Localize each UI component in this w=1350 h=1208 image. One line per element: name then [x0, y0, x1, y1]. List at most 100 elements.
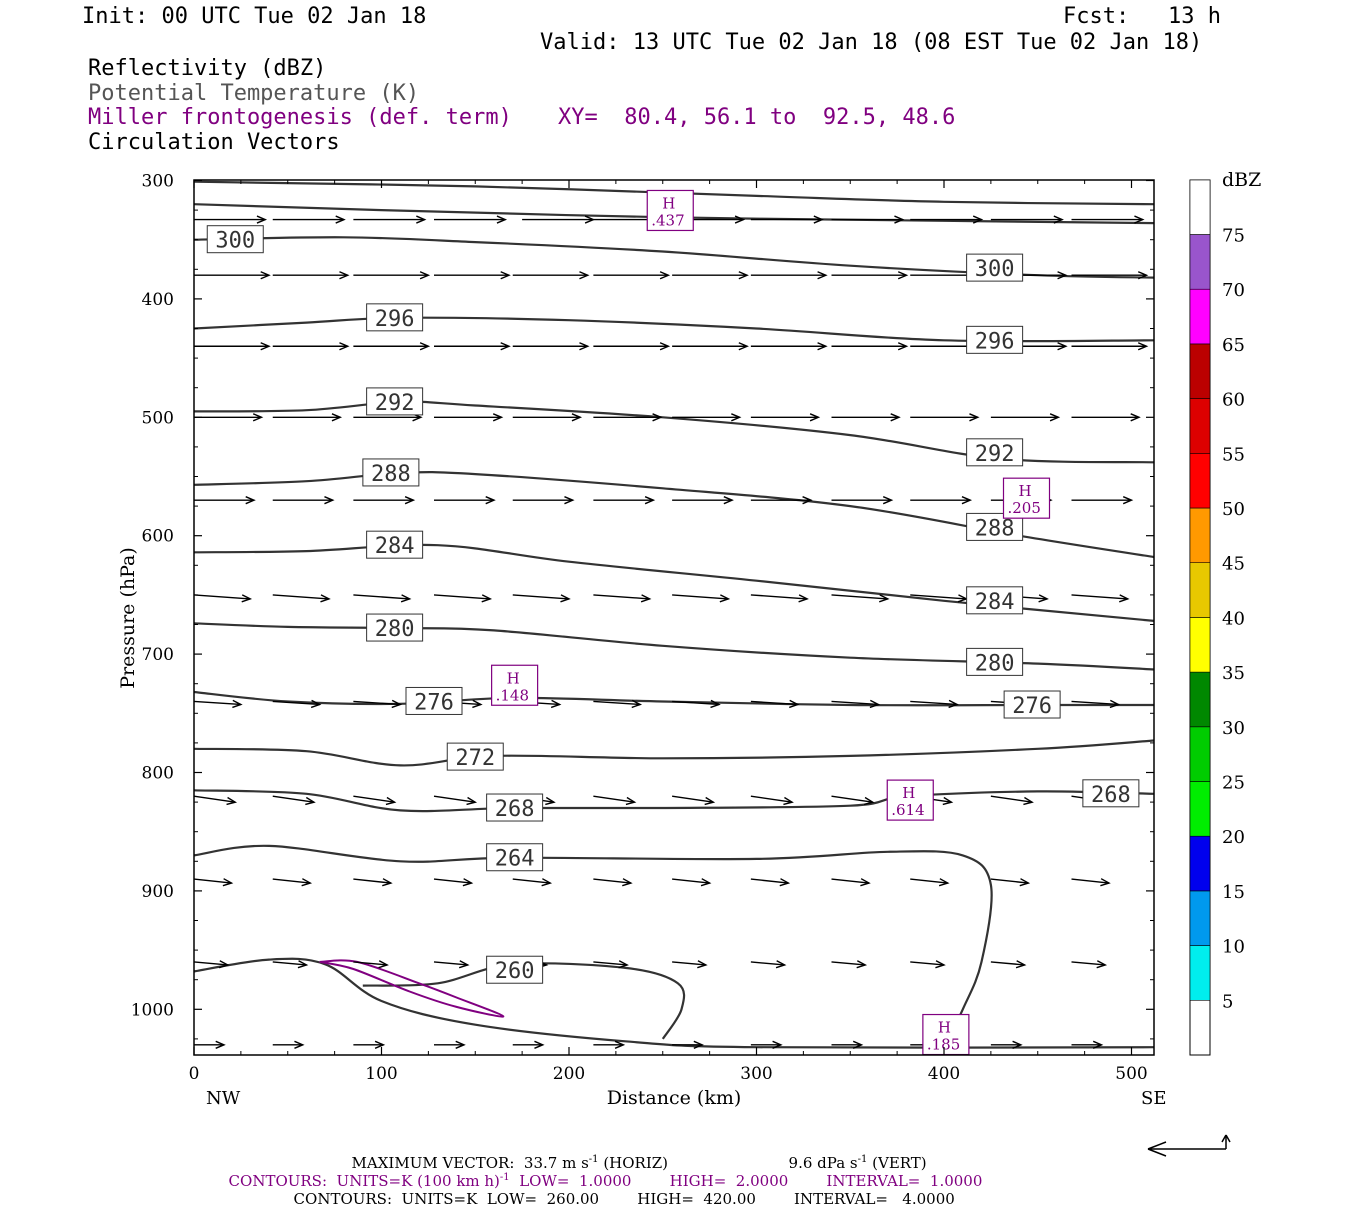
theta-contour-label: 280 [966, 647, 1024, 676]
x-tick-label: 400 [928, 1064, 960, 1084]
y-axis-title: Pressure (hPa) [117, 547, 139, 689]
svg-text:276: 276 [1012, 694, 1052, 719]
svg-text:.614: .614 [891, 801, 924, 819]
circulation-vector [1071, 271, 1149, 280]
circulation-vector [750, 413, 821, 422]
theta-range: CONTOURS: UNITS=K LOW= 260.00 HIGH= 420.… [293, 1190, 955, 1208]
forecast-hour: 13 h [1168, 4, 1221, 29]
colorbar-label: 70 [1222, 280, 1245, 301]
circulation-vector [672, 878, 712, 887]
y-tick-label: 400 [142, 290, 174, 310]
circulation-vector [434, 413, 504, 422]
svg-text:264: 264 [495, 847, 535, 872]
colorbar-swatch [1189, 562, 1211, 618]
circulation-vector [1071, 342, 1149, 351]
circulation-vector [193, 960, 230, 969]
reference-vector-icon [1147, 1134, 1231, 1157]
circulation-vector [672, 342, 749, 351]
theta-contour-labels: 300 300 296 296 292 292 288 288 284 284 280 280 276 2… [206, 225, 1140, 984]
colorbar-swatch [1189, 671, 1211, 728]
circulation-vector [1071, 960, 1108, 969]
circulation-vector [193, 795, 238, 806]
circulation-vector [434, 215, 508, 224]
svg-text:.437: .437 [651, 211, 684, 229]
circulation-vector [831, 878, 871, 887]
theta-contour-label: 280 [366, 613, 424, 642]
colorbar-title: dBZ [1222, 169, 1261, 191]
theta-contour-line [194, 957, 1154, 1049]
circulation-vector [672, 795, 716, 806]
circulation-vector [990, 960, 1027, 969]
frontogenesis-contour-line [319, 959, 505, 1018]
reflectivity-colorbar: 5 10 15 20 25 30 35 40 45 50 55 60 65 70 75 [1189, 179, 1245, 1056]
svg-text:H: H [507, 669, 520, 687]
circulation-vector [750, 699, 800, 709]
circulation-vector [593, 960, 629, 969]
colorbar-label: 25 [1222, 773, 1245, 794]
theta-contour-info: CONTOURS: UNITS=K LOW= 260.00 HIGH= 420.… [284, 1177, 955, 1207]
circulation-vector [353, 795, 397, 806]
colorbar-label: 30 [1222, 718, 1245, 739]
circulation-vector [193, 594, 253, 603]
circulation-vector [990, 413, 1061, 422]
theta-contour-label: 268 [486, 793, 544, 822]
max-vector-vert-exp: -1 [857, 1154, 868, 1165]
circulation-vector [831, 342, 909, 351]
circulation-vector [1071, 878, 1111, 887]
circulation-vector [750, 342, 828, 351]
max-vector-horiz-label: (HORIZ) [603, 1154, 669, 1172]
theta-contour-label: 292 [366, 387, 424, 416]
forecast-label: Fcst: [1063, 4, 1130, 29]
theta-contour-label: 264 [486, 843, 544, 872]
fronto-units-exp: -1 [499, 1172, 510, 1183]
circulation-vector [750, 795, 794, 806]
circulation-vector [272, 699, 322, 709]
theta-contour-label: 284 [366, 530, 424, 559]
frontogenesis-max-marker: H.185 [922, 1013, 970, 1056]
fronto-units: CONTOURS: UNITS=K (100 km h) [228, 1172, 500, 1190]
circulation-vector [194, 342, 271, 351]
x-end-label-left: NW [206, 1088, 241, 1109]
field-potential-temperature: Potential Temperature (K) [88, 81, 420, 106]
circulation-vector [593, 699, 643, 709]
svg-text:284: 284 [375, 534, 415, 559]
circulation-vector [990, 215, 1064, 224]
circulation-vector [512, 413, 583, 422]
svg-text:296: 296 [975, 329, 1015, 354]
circulation-vector [353, 594, 412, 603]
svg-text:.185: .185 [927, 1036, 960, 1054]
frontogenesis-contour-info: CONTOURS: UNITS=K (100 km h)-1 LOW= 1.00… [219, 1158, 983, 1190]
circulation-vector [910, 699, 959, 709]
colorbar-label: 10 [1222, 937, 1245, 958]
x-axis-title: Distance (km) [607, 1087, 742, 1109]
circulation-vector [750, 960, 787, 969]
circulation-vector [593, 413, 663, 422]
colorbar-label: 75 [1222, 226, 1245, 247]
circulation-vector [272, 1040, 305, 1049]
circulation-vector [353, 699, 403, 709]
circulation-vector [272, 594, 331, 603]
colorbar-label: 20 [1222, 827, 1245, 848]
field-frontogenesis: Miller frontogenesis (def. term) [88, 105, 512, 130]
y-tick-label: 1000 [131, 1000, 174, 1020]
circulation-vector [831, 1040, 864, 1049]
colorbar-swatch [1189, 945, 1211, 1001]
max-vector-horiz: MAXIMUM VECTOR: 33.7 m s [351, 1154, 589, 1172]
circulation-vector [433, 878, 474, 887]
circulation-vector [990, 795, 1034, 806]
colorbar-swatch [1189, 398, 1211, 454]
svg-text:280: 280 [975, 651, 1015, 676]
circulation-vector [831, 960, 868, 969]
circulation-vector [512, 594, 571, 603]
circulation-vector [990, 1040, 1023, 1049]
colorbar-label: 15 [1222, 882, 1245, 903]
svg-text:280: 280 [375, 617, 415, 642]
svg-text:276: 276 [414, 690, 454, 715]
circulation-vector [194, 413, 264, 422]
circulation-vector [433, 795, 478, 806]
circulation-vector [672, 271, 749, 280]
svg-text:284: 284 [975, 590, 1015, 615]
circulation-vector [593, 795, 637, 806]
field-circulation-vectors: Circulation Vectors [88, 130, 340, 155]
theta-contour-label: 272 [446, 742, 504, 771]
